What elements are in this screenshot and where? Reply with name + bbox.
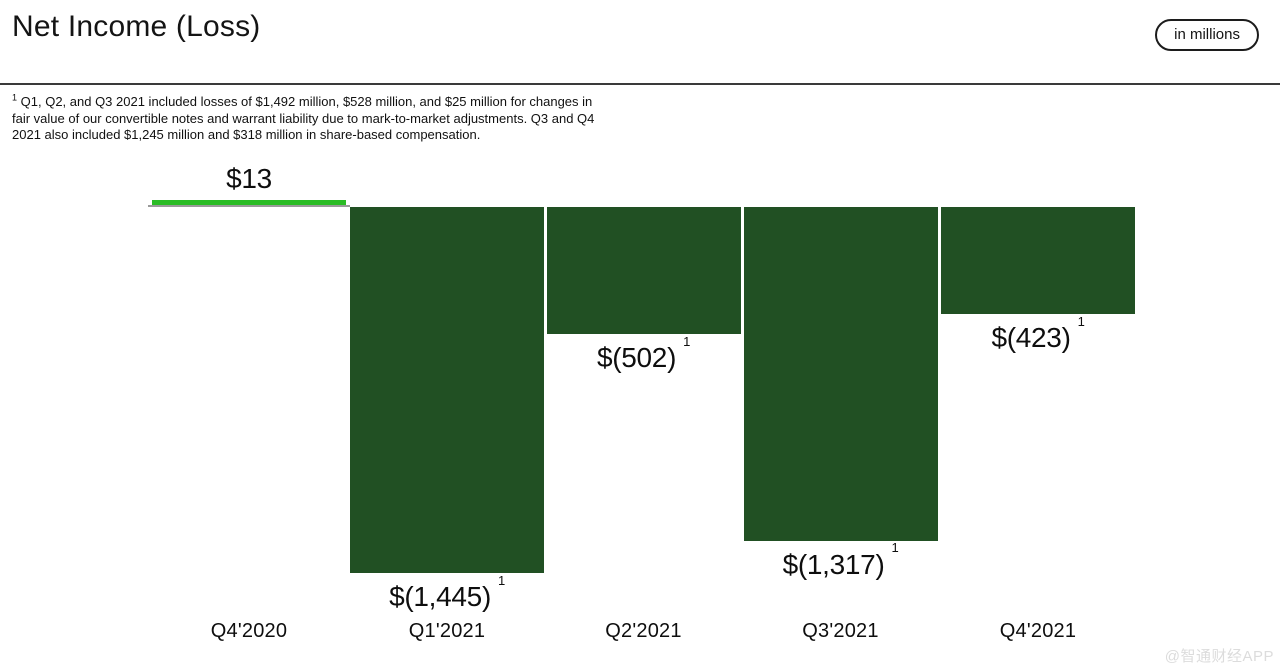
x-axis-label-q3-2021: Q3'2021 [802, 620, 879, 642]
bar-q4-2021 [941, 207, 1135, 315]
bar-q2-2021 [546, 207, 741, 335]
bar-q3-2021 [743, 207, 938, 541]
footnote-text: Q1, Q2, and Q3 2021 included losses of $… [12, 94, 595, 142]
zero-axis-line [148, 205, 350, 207]
bar-q4-2020 [152, 200, 346, 205]
footnote-sup: 1 [12, 92, 18, 103]
x-axis-label-q4-2021: Q4'2021 [999, 620, 1077, 642]
footnote-marker: 1 [891, 540, 899, 556]
bar-value-label-q4-2020: $13 [226, 163, 272, 194]
x-axis-label-q2-2021: Q2'2021 [605, 620, 682, 642]
bar-value-label-q4-2021: $(423)1 [991, 313, 1085, 354]
bar-value-label-q2-2021: $(502)1 [596, 333, 691, 374]
bar-value-label-q1-2021: $(1,445)1 [389, 572, 505, 612]
bar-value-label-q3-2021: $(1,317)1 [782, 540, 899, 580]
footnote-marker: 1 [497, 572, 505, 588]
unit-badge: in millions [1155, 19, 1259, 51]
footnote: 1 Q1, Q2, and Q3 2021 included losses of… [12, 92, 610, 144]
footnote-marker: 1 [683, 333, 691, 349]
bar-q1-2021 [350, 207, 544, 573]
watermark: @智通财经APP [1164, 648, 1274, 665]
page-title: Net Income (Loss) [12, 10, 261, 43]
x-axis-label-q4-2020: Q4'2020 [210, 620, 288, 642]
footnote-marker: 1 [1077, 313, 1085, 329]
x-axis-label-q1-2021: Q1'2021 [408, 620, 486, 642]
header-divider [0, 83, 1280, 85]
